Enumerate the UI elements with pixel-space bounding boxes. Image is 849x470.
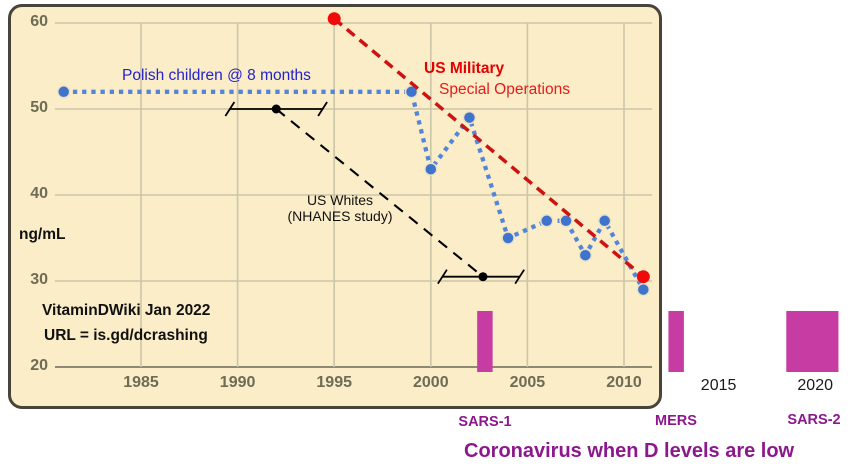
x-tick-label-1995: 1995 [316,374,352,391]
event-label-sars2: SARS-2 [787,412,841,428]
x-tick-label-2015: 2015 [700,377,737,394]
event-bar-mers [668,311,684,372]
y-tick-label-50: 50 [30,99,48,116]
whites-error-tick [317,101,328,117]
military-data-point [327,12,341,26]
polish-data-point [462,110,477,125]
x-tick-label-2005: 2005 [509,374,546,391]
y-tick-label-60: 60 [30,13,48,30]
event-bar-sars-2 [786,311,839,372]
whites-series-label: US Whites (NHANES study) [270,192,410,224]
polish-data-point [597,214,612,228]
polish-data-point [559,214,573,228]
event-label-mers: MERS [655,413,697,429]
x-tick-label-1990: 1990 [219,374,256,391]
x-tick-label-2010: 2010 [606,374,642,391]
whites-error-tick [437,269,448,285]
polish-data-point [501,231,515,245]
x-tick-label-2000: 2000 [413,374,449,391]
event-bar-sars-1 [477,311,493,372]
polish-data-point [424,162,438,176]
polish-series-label: Polish children @ 8 months [122,67,311,84]
y-tick-label-20: 20 [30,357,48,374]
source-attribution-line1: VitaminDWiki Jan 2022 [42,302,211,319]
military-series-sublabel: Special Operations [439,81,570,98]
polish-data-point [404,85,419,99]
military-trend-line [333,17,645,279]
military-series-label: US Military [424,60,505,77]
x-tick-label-2020: 2020 [797,377,833,394]
whites-data-point [478,272,488,282]
military-data-point [636,270,650,284]
event-label-sars1: SARS-1 [458,414,512,430]
polish-data-point [636,282,651,297]
polish-data-point [56,85,71,99]
y-axis-unit-label: ng/mL [19,226,66,243]
polish-data-point [578,248,593,262]
chart-caption: Coronavirus when D levels are low [464,440,795,462]
polish-dotted-line [63,89,646,291]
polish-data-point [539,214,554,228]
whites-error-tick [224,101,236,117]
y-tick-label-30: 30 [30,271,48,288]
whites-error-tick [514,269,525,285]
whites-trend-line [275,108,484,278]
x-tick-label-1985: 1985 [123,374,159,391]
source-url-line2: URL = is.gd/dcrashing [44,327,208,344]
whites-series-label-line1: US Whites [306,192,374,208]
whites-data-point [271,104,281,114]
whites-series-label-line2: (NHANES study) [287,208,393,224]
y-tick-label-40: 40 [30,185,48,202]
